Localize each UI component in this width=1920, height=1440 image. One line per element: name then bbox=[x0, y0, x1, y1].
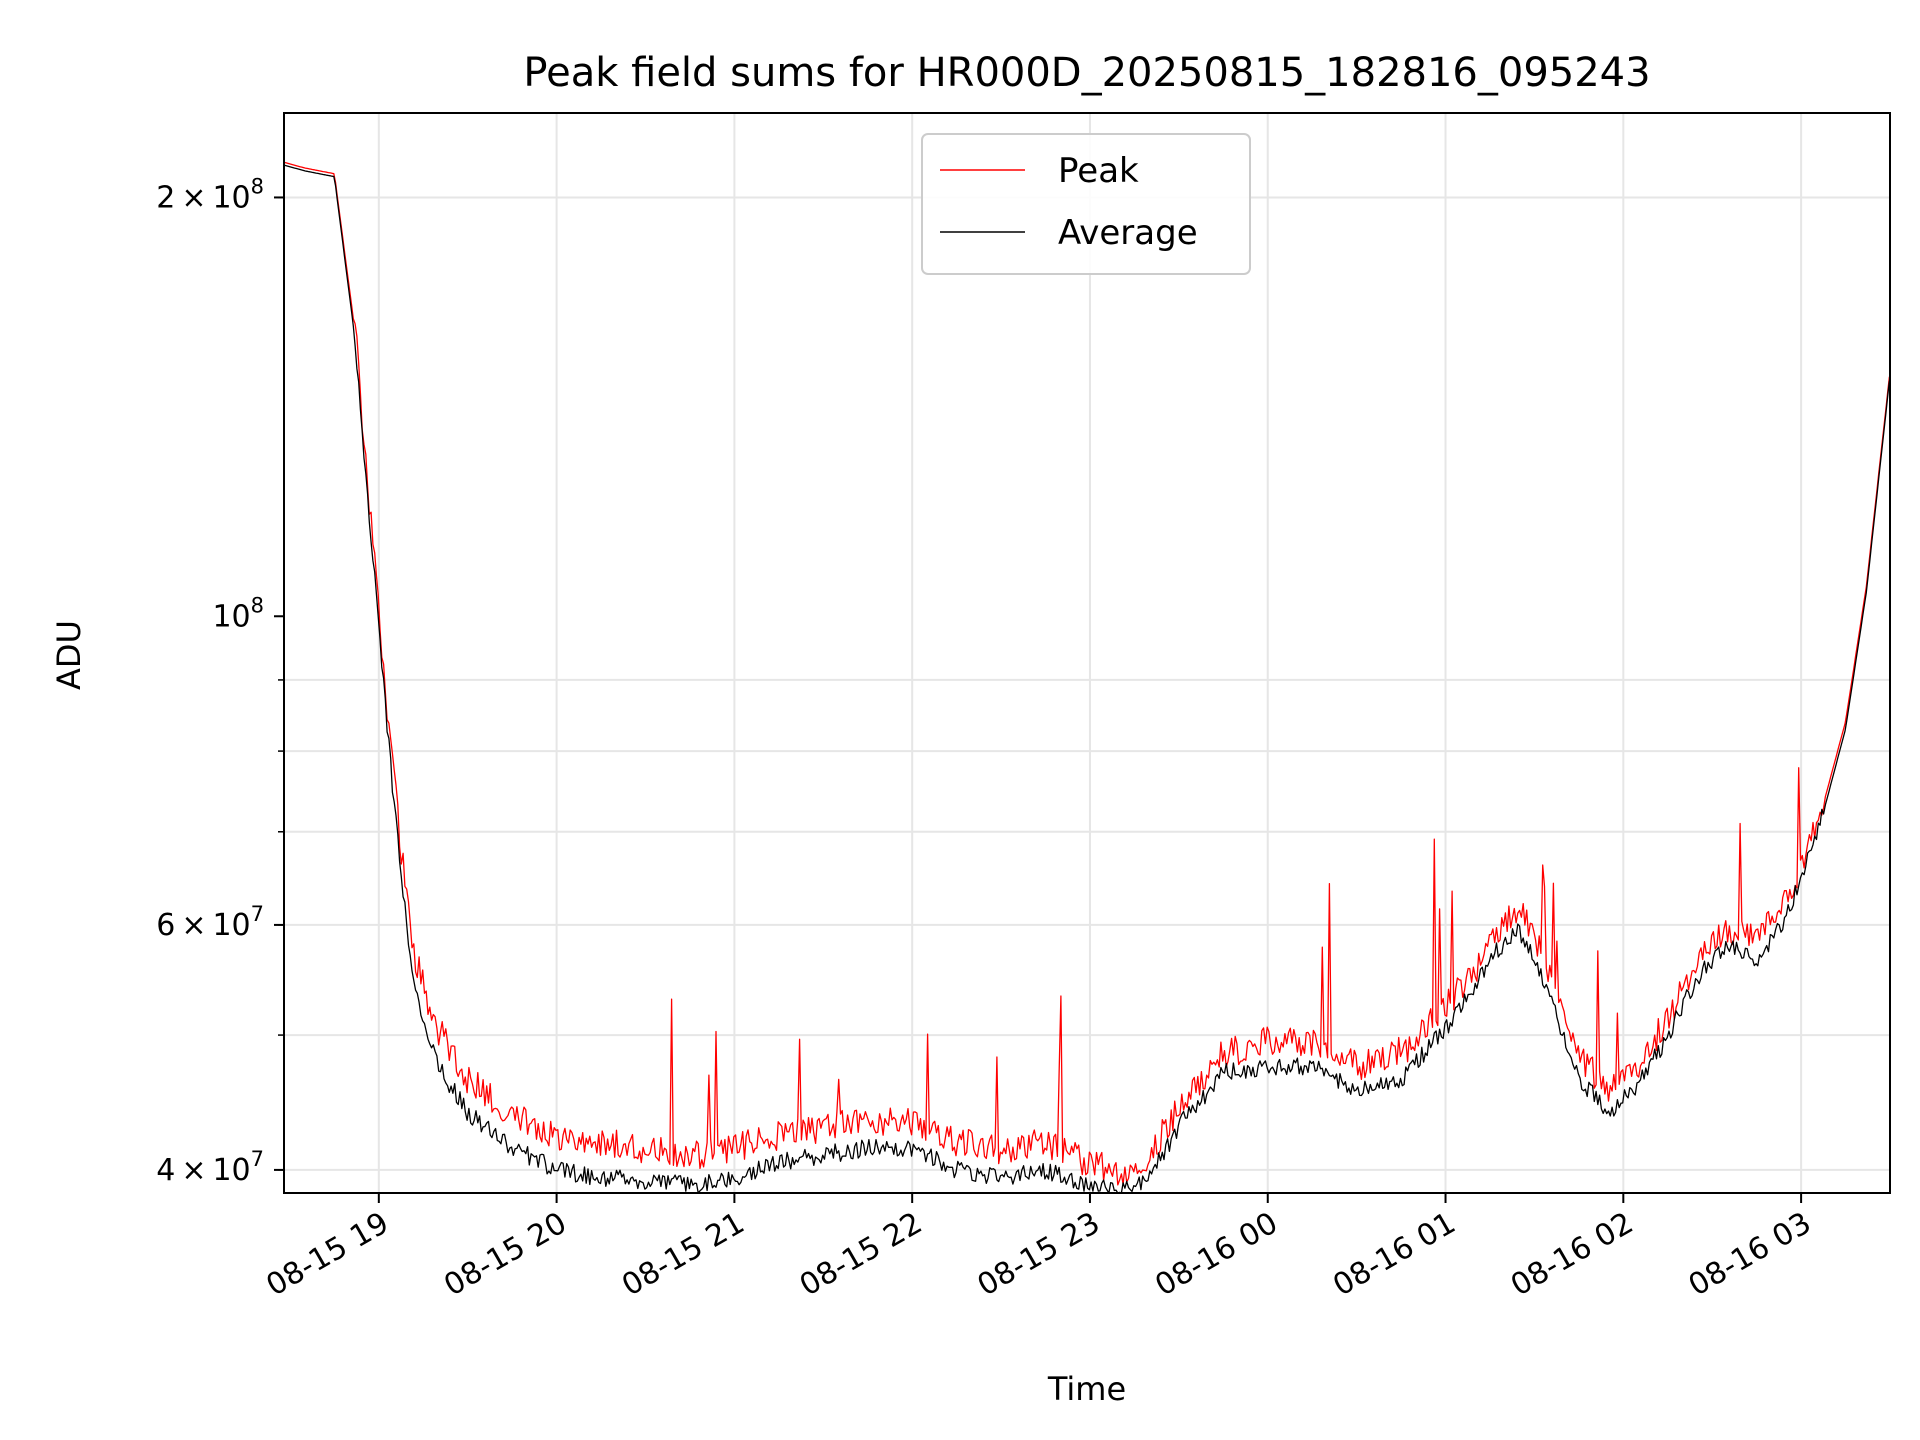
series-line-peak bbox=[283, 161, 1891, 1186]
legend-box bbox=[921, 133, 1251, 275]
y-tick-label: 4 × 107 bbox=[156, 1147, 264, 1188]
y-axis-title: ADU bbox=[50, 620, 88, 690]
x-axis-title: Time bbox=[1047, 1370, 1126, 1408]
y-axis: 4 × 107 6 × 107 108 2 × 108 bbox=[156, 174, 284, 1188]
chart-title: Peak field sums for HR000D_20250815_1828… bbox=[523, 50, 1650, 96]
y-tick-label: 108 bbox=[212, 593, 264, 634]
y-tick-label: 6 × 107 bbox=[156, 902, 264, 943]
legend-label-peak: Peak bbox=[1058, 151, 1139, 191]
plot-frame bbox=[283, 112, 1891, 1194]
grid bbox=[284, 113, 1890, 1193]
series-lines bbox=[283, 161, 1891, 1194]
legend: Peak Average bbox=[921, 133, 1251, 275]
y-tick-label: 2 × 108 bbox=[156, 174, 264, 215]
series-line-average bbox=[283, 164, 1891, 1194]
legend-label-average: Average bbox=[1058, 213, 1198, 253]
